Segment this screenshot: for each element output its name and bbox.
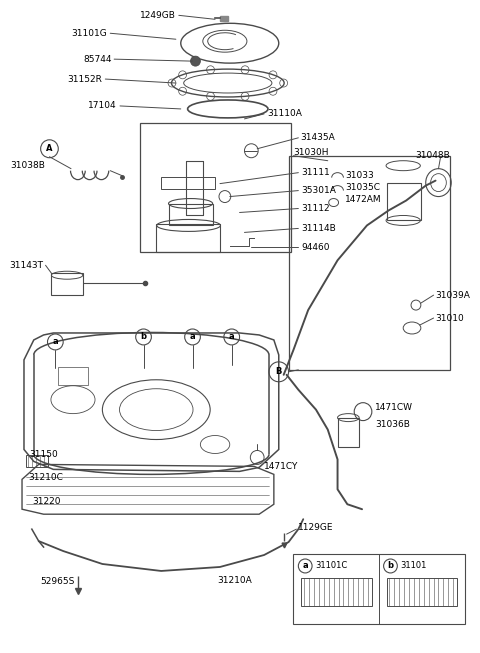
Bar [386, 183, 421, 221]
Text: 31010: 31010 [435, 313, 464, 323]
Text: 31111: 31111 [301, 168, 330, 177]
Text: 31101G: 31101G [72, 29, 107, 38]
Text: 31030H: 31030H [293, 148, 329, 157]
Bar [156, 225, 220, 252]
Text: 1471CW: 1471CW [375, 403, 413, 412]
Bar [26, 455, 48, 468]
Text: 31101C: 31101C [315, 562, 347, 571]
Text: 31143T: 31143T [10, 261, 44, 270]
Bar [293, 554, 465, 624]
Circle shape [191, 56, 200, 66]
Bar [58, 367, 88, 385]
Text: a: a [229, 332, 235, 342]
Text: A: A [46, 144, 53, 153]
Text: a: a [52, 338, 58, 347]
Bar [220, 16, 228, 22]
Text: B: B [276, 367, 282, 376]
Text: 31039A: 31039A [435, 291, 470, 300]
Text: 31035C: 31035C [346, 183, 380, 192]
Text: 31033: 31033 [346, 171, 374, 180]
Text: 31152R: 31152R [68, 74, 102, 84]
Text: 1472AM: 1472AM [346, 195, 382, 204]
Bar [161, 177, 215, 189]
Text: 31435A: 31435A [300, 133, 335, 142]
Text: 52965S: 52965S [41, 577, 75, 586]
Text: a: a [302, 562, 308, 571]
Text: 85744: 85744 [84, 55, 112, 63]
Text: 31150: 31150 [30, 450, 58, 459]
Text: a: a [190, 332, 195, 342]
Text: 31112: 31112 [301, 204, 330, 213]
Bar [51, 273, 83, 295]
Text: b: b [387, 562, 394, 571]
Bar [337, 418, 359, 447]
Text: 31101: 31101 [400, 562, 427, 571]
Bar [288, 155, 450, 370]
Text: 31038B: 31038B [11, 161, 46, 170]
Text: 31220: 31220 [33, 497, 61, 506]
Bar [386, 578, 457, 606]
Bar [301, 578, 372, 606]
Text: 1249GB: 1249GB [140, 11, 176, 20]
Text: 31210A: 31210A [217, 577, 252, 585]
Text: 35301A: 35301A [301, 186, 336, 195]
Text: 31114B: 31114B [301, 224, 336, 233]
Text: 31110A: 31110A [267, 110, 302, 118]
Text: 17104: 17104 [88, 101, 117, 110]
Bar [169, 204, 213, 225]
Text: 1471CY: 1471CY [264, 462, 299, 471]
Text: 31210C: 31210C [28, 473, 63, 482]
Text: b: b [141, 332, 146, 342]
Text: 31036B: 31036B [375, 420, 409, 429]
Text: 94460: 94460 [301, 243, 330, 252]
Text: 31048B: 31048B [416, 151, 450, 160]
Text: 1129GE: 1129GE [299, 522, 334, 532]
Bar [140, 123, 291, 252]
